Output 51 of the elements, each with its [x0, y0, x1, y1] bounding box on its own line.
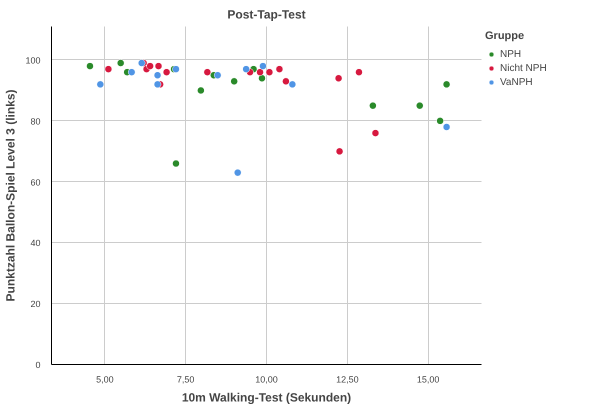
point: [372, 129, 380, 137]
x-axis-title: 10m Walking-Test (Sekunden): [182, 390, 352, 404]
point: [197, 86, 205, 94]
y-tick-label: 20: [30, 299, 41, 310]
point: [234, 168, 242, 176]
point: [154, 80, 162, 88]
legend-label: Nicht NPH: [500, 62, 547, 75]
point: [116, 59, 124, 67]
point: [336, 148, 344, 156]
point: [258, 74, 266, 82]
point: [172, 160, 180, 168]
point: [204, 68, 212, 76]
legend-title: Gruppe: [485, 30, 526, 42]
y-tick-label: 100: [25, 55, 41, 66]
point: [288, 80, 296, 88]
point: [436, 117, 444, 125]
point: [334, 74, 342, 82]
x-tick-label: 15,00: [416, 374, 440, 384]
y-tick-label: 0: [35, 360, 41, 370]
point: [214, 71, 222, 79]
point: [442, 80, 450, 88]
point: [355, 68, 363, 76]
legend-label: NPH: [500, 48, 522, 61]
point: [369, 102, 377, 110]
point: [230, 78, 238, 86]
point: [442, 123, 450, 131]
point: [256, 68, 264, 76]
y-axis-title: Punktzahl Ballon-Spiel Level 3 (links): [3, 89, 18, 302]
point: [282, 78, 290, 86]
y-tick-label: 80: [30, 116, 41, 126]
chart-title: Post-Tap-Test: [227, 8, 306, 22]
point: [128, 68, 136, 76]
point: [96, 80, 104, 88]
point: [86, 62, 94, 70]
x-tick-label: 5,00: [96, 374, 114, 384]
point: [162, 68, 170, 76]
point: [104, 65, 112, 73]
x-tick-label: 7,50: [176, 374, 194, 384]
point: [276, 65, 284, 73]
point: [266, 68, 274, 76]
point: [146, 62, 154, 70]
y-tick-label: 60: [30, 177, 41, 188]
y-tick-label: 40: [30, 238, 41, 248]
point: [242, 65, 250, 73]
point: [259, 62, 267, 70]
legend-label: VaNPH: [500, 76, 533, 89]
point: [416, 102, 424, 110]
x-tick-label: 10,00: [255, 374, 278, 384]
x-tick-label: 12,50: [336, 374, 359, 384]
point: [154, 71, 162, 79]
point: [154, 62, 162, 70]
